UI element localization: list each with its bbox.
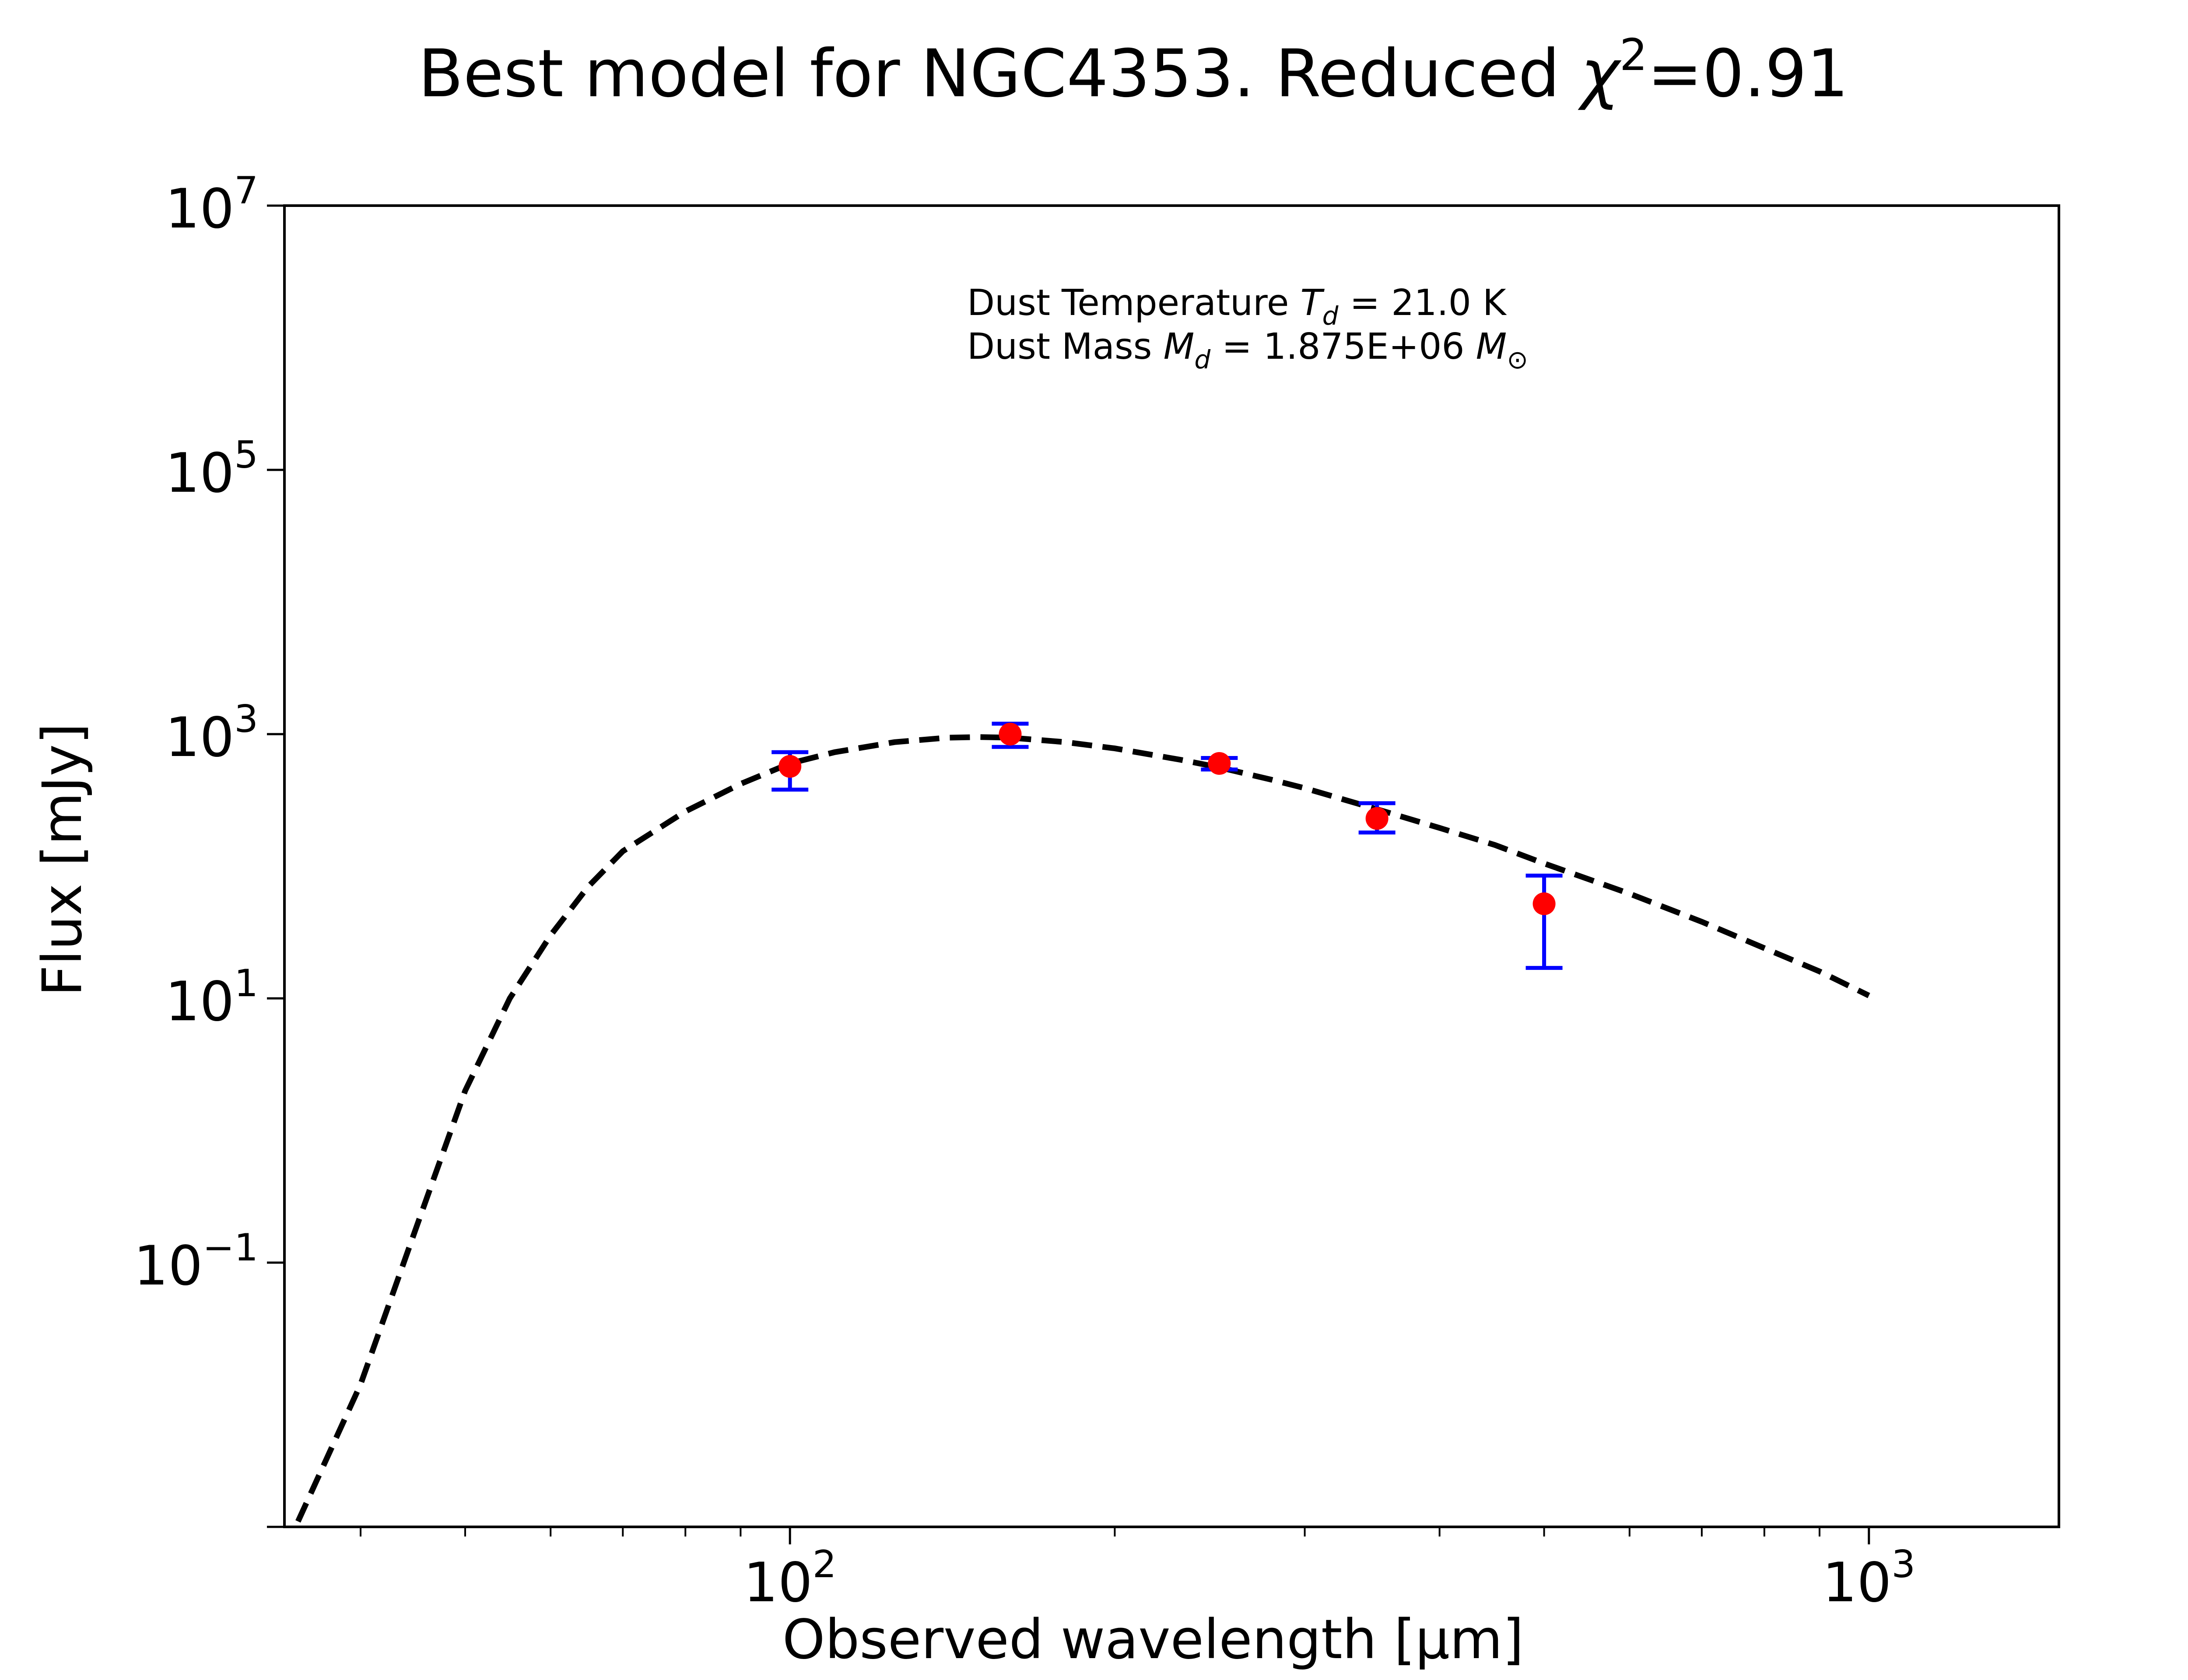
y-tick-label: 107 <box>165 169 258 241</box>
fit-annotation: Dust Temperature Td = 21.0 K Dust Mass M… <box>967 282 1528 374</box>
annotation-temperature: Dust Temperature Td = 21.0 K <box>967 282 1507 331</box>
y-tick-label: 105 <box>165 433 258 505</box>
annotation-mass: Dust Mass Md = 1.875E+06 M⊙ <box>967 326 1528 374</box>
data-point <box>1208 752 1231 775</box>
data-point <box>778 755 802 778</box>
y-tick-label: 103 <box>165 697 258 769</box>
data-point <box>1365 807 1389 830</box>
data-point <box>999 723 1022 746</box>
y-tick-label: 101 <box>165 962 258 1033</box>
y-tick-label: 10−1 <box>133 1226 258 1298</box>
title-tail: =0.91 <box>1648 36 1849 112</box>
x-tick-label: 103 <box>1823 1543 1916 1614</box>
x-tick-label: 102 <box>743 1543 837 1614</box>
plot-frame <box>283 204 2060 1528</box>
chart-title: Best model for NGC4353. Reduced χ2=0.91 <box>418 29 1849 112</box>
y-axis-label: Flux [mJy] <box>31 723 94 997</box>
title-main: Best model for NGC4353. Reduced <box>418 36 1581 112</box>
title-chi: χ <box>1578 36 1622 112</box>
title-sup: 2 <box>1620 29 1648 80</box>
data-point <box>1532 892 1556 915</box>
x-axis-label: Observed wavelength [μm] <box>782 1608 1524 1671</box>
model-curve <box>295 734 1870 1523</box>
